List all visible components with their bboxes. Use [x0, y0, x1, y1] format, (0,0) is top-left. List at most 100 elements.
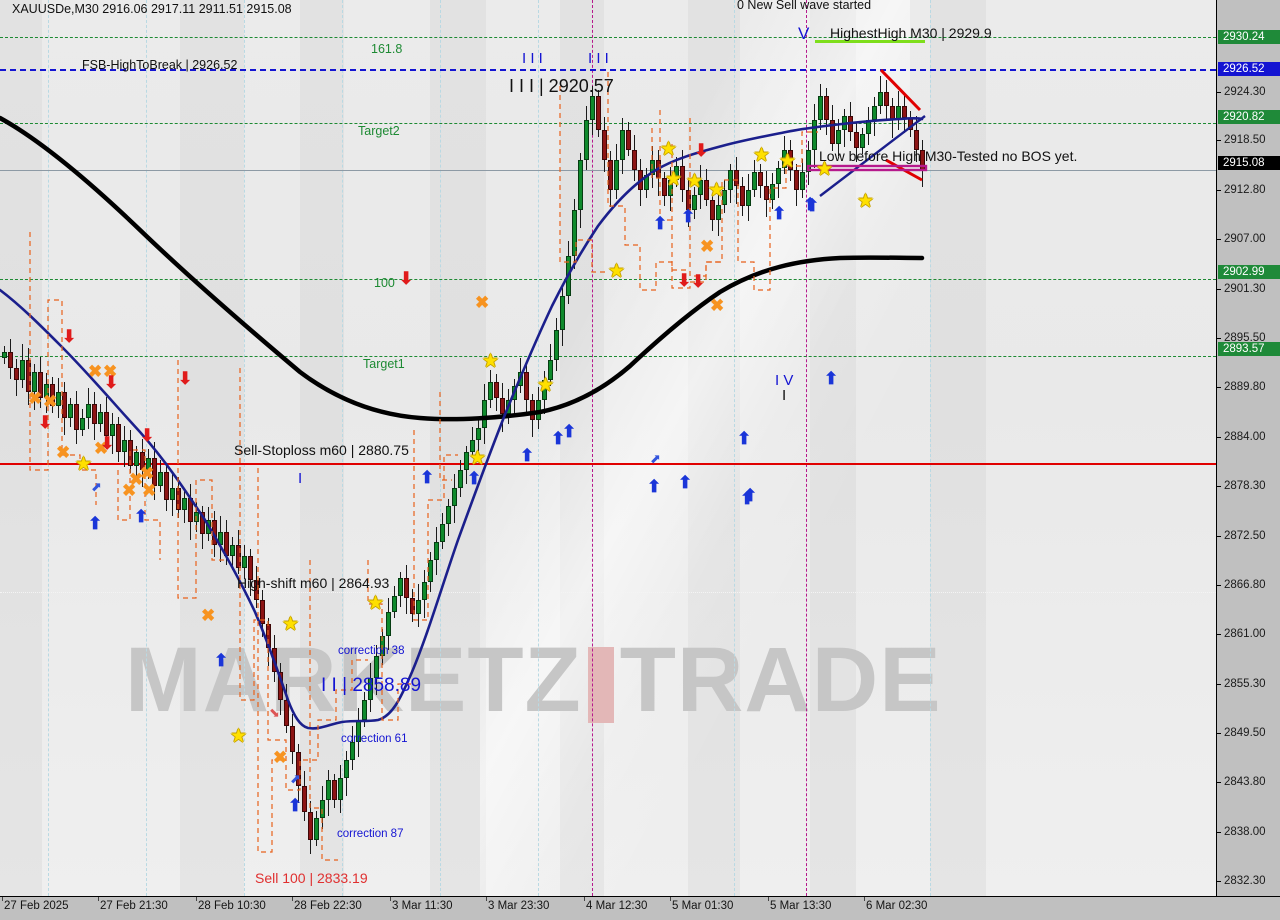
time-tick: [864, 897, 865, 901]
chart-plot-area[interactable]: MARKETZ TRADE: [0, 0, 1216, 896]
wave-marker-1: I: [298, 470, 303, 487]
arrow-up-buy-marker: ⬆: [647, 477, 662, 496]
candle: [740, 177, 745, 216]
arrow-down-sell-marker: ⬇: [62, 327, 77, 346]
candle: [236, 530, 241, 574]
cross-signal-marker: ✖: [56, 443, 71, 462]
star-signal-marker: ★: [686, 171, 704, 192]
candle: [164, 464, 169, 511]
candle: [620, 118, 625, 174]
candle: [218, 516, 223, 562]
arrow-down-sell-marker: ⬇: [140, 426, 155, 445]
arrow-up-buy-marker: ⬆: [134, 507, 149, 526]
candle: [62, 382, 67, 435]
label-fib-1618: 161.8: [371, 42, 403, 56]
candle: [344, 751, 349, 796]
arrow-up-buy-marker: ⬆: [551, 429, 566, 448]
candle: [14, 359, 19, 396]
target2-line: [0, 123, 1216, 124]
arrow-down-sell-marker: ⬇: [399, 269, 414, 288]
high-shift-line: [0, 592, 1216, 593]
cross-signal-marker: ✖: [122, 481, 137, 500]
wave-marker-4: I V: [775, 372, 794, 389]
candle: [494, 374, 499, 411]
star-signal-marker: ★: [367, 593, 385, 614]
candle: [446, 499, 451, 536]
candle: [530, 394, 535, 437]
star-signal-marker: ★: [482, 351, 500, 372]
label-wave2-price: I I | 2858.89: [321, 675, 422, 696]
candle: [182, 491, 187, 523]
candle: [626, 122, 631, 156]
arrow-outline-blue-marker: ⬈: [650, 451, 661, 466]
label-correction-38: correction 38: [338, 645, 405, 657]
candle: [320, 786, 325, 829]
label-fib-100: 100: [374, 276, 395, 290]
target1-line: [0, 356, 1216, 357]
grid-vline: [440, 0, 441, 896]
star-signal-marker: ★: [75, 454, 93, 475]
time-scale[interactable]: 27 Feb 2025 27 Feb 21:30 28 Feb 10:30 28 Fe…: [0, 896, 1280, 920]
candle: [728, 164, 733, 203]
cross-signal-marker: ✖: [140, 464, 155, 483]
label-new-sell-wave: 0 New Sell wave started: [737, 0, 872, 12]
session-band: [930, 0, 986, 896]
price-tick: 2849.50: [1217, 727, 1280, 740]
candle: [302, 771, 307, 821]
time-tick: [486, 897, 487, 901]
cross-signal-marker: ✖: [201, 606, 216, 625]
time-tick-label: 4 Mar 12:30: [586, 900, 648, 912]
candle: [746, 174, 751, 221]
time-tick-label: 5 Mar 01:30: [672, 900, 734, 912]
candle: [230, 537, 235, 570]
candle: [80, 409, 85, 436]
time-tick: [196, 897, 197, 901]
arrow-up-buy-marker: ⬆: [824, 369, 839, 388]
price-tick: 2901.30: [1217, 283, 1280, 296]
time-tick-label: 27 Feb 2025: [4, 900, 69, 912]
candle: [554, 318, 559, 371]
candle: [158, 460, 163, 492]
candle: [500, 383, 505, 432]
arrow-up-buy-marker: ⬆: [803, 195, 818, 214]
candle: [758, 164, 763, 198]
candle: [902, 95, 907, 133]
cross-signal-marker: ✖: [28, 389, 43, 408]
grid-vline: [734, 0, 735, 896]
price-tick: 2872.50: [1217, 530, 1280, 543]
label-target1: Target1: [363, 357, 405, 371]
candle: [176, 477, 181, 518]
cross-signal-marker: ✖: [129, 470, 144, 489]
price-tick: 2855.30: [1217, 678, 1280, 691]
arrow-outline-blue-marker: ⬈: [290, 771, 301, 786]
candle: [98, 404, 103, 432]
candle: [608, 151, 613, 207]
star-signal-marker: ★: [816, 159, 834, 180]
star-signal-marker: ★: [537, 375, 555, 396]
candle: [116, 417, 121, 462]
candle: [422, 570, 427, 618]
arrow-up-buy-marker: ⬆: [88, 514, 103, 533]
label-wave3-price: I I I | 2920.57: [509, 76, 614, 96]
label-highest-high: HighestHigh M30 | 2929.9: [830, 25, 992, 41]
star-signal-marker: ★: [857, 191, 875, 212]
time-tick: [584, 897, 585, 901]
candle: [632, 135, 637, 181]
price-tick: 2838.00: [1217, 826, 1280, 839]
label-correction-87: correction 87: [337, 828, 404, 840]
candle: [488, 370, 493, 408]
candle: [242, 545, 247, 579]
price-scale[interactable]: 2924.30 2918.50 2912.80 2907.00 2901.30 2895.…: [1216, 0, 1280, 896]
grid-vline: [48, 0, 49, 896]
star-signal-marker: ★: [230, 726, 248, 747]
candle: [452, 474, 457, 523]
arrow-up-buy-marker: ⬆: [467, 469, 482, 488]
candle: [68, 398, 73, 427]
price-tick: 2832.30: [1217, 875, 1280, 888]
arrow-down-sell-marker: ⬇: [38, 413, 53, 432]
star-signal-marker: ★: [660, 139, 678, 160]
candle: [326, 770, 331, 816]
session-band: [688, 0, 740, 896]
grid-vline: [146, 0, 147, 896]
